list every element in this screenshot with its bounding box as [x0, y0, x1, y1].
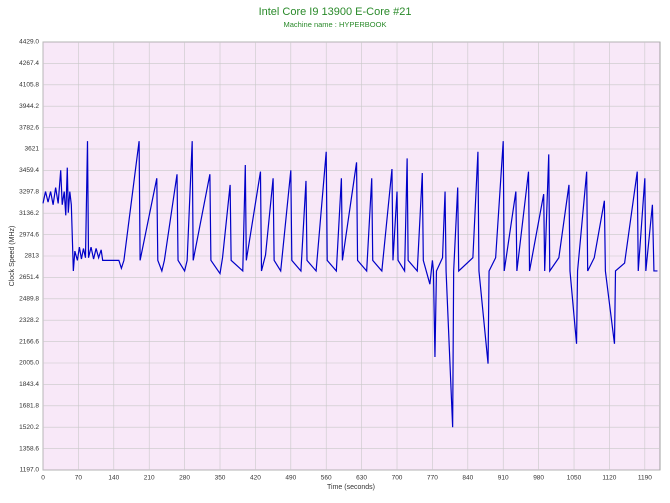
y-tick-label: 4105.8: [19, 82, 39, 89]
y-tick-label: 2651.4: [19, 274, 39, 281]
y-tick-label: 3782.6: [19, 124, 39, 131]
x-tick-label: 910: [498, 475, 509, 482]
y-tick-label: 1520.2: [19, 424, 39, 431]
x-tick-label: 630: [356, 475, 367, 482]
data-line: [42, 141, 658, 428]
y-tick-label: 2974.6: [19, 231, 39, 238]
y-tick-label: 1197.0: [20, 467, 40, 474]
y-tick-label: 2489.8: [19, 296, 39, 303]
y-tick-label: 4429.0: [19, 39, 39, 46]
x-tick-label: 1050: [567, 475, 582, 482]
x-tick-label: 490: [285, 475, 296, 482]
x-tick-label: 840: [462, 475, 473, 482]
chart-subtitle: Machine name : HYPERBOOK: [284, 20, 387, 29]
x-tick-label: 560: [321, 475, 332, 482]
y-tick-label: 2005.0: [19, 360, 39, 367]
y-tick-label: 4267.4: [19, 60, 39, 67]
y-tick-label: 1358.6: [19, 445, 39, 452]
x-tick-label: 0: [41, 475, 45, 482]
x-tick-label: 1190: [638, 475, 652, 482]
x-axis-label: Time (seconds): [327, 484, 375, 491]
x-tick-label: 980: [533, 475, 544, 482]
x-tick-label: 770: [427, 475, 438, 482]
y-tick-label: 2328.2: [19, 317, 39, 324]
x-tick-label: 350: [215, 475, 226, 482]
x-tick-label: 140: [108, 475, 119, 482]
y-tick-label: 3136.2: [19, 210, 39, 217]
y-axis-label: Clock Speed (MHz): [9, 226, 16, 287]
y-tick-label: 3459.4: [19, 167, 39, 174]
x-tick-label: 280: [179, 475, 190, 482]
x-tick-label: 210: [144, 475, 155, 482]
y-tick-label: 1681.8: [19, 403, 39, 410]
y-tick-label: 3297.8: [19, 189, 39, 196]
y-tick-label: 2166.6: [19, 338, 39, 345]
y-tick-label: 2813: [25, 253, 40, 260]
x-tick-label: 420: [250, 475, 261, 482]
y-tick-label: 1843.4: [19, 381, 39, 388]
x-tick-label: 700: [392, 475, 403, 482]
x-tick-label: 70: [75, 475, 83, 482]
y-tick-label: 3621: [25, 146, 40, 153]
x-tick-label: 1120: [602, 475, 616, 482]
chart-title: Intel Core I9 13900 E-Core #21: [259, 6, 412, 18]
y-tick-label: 3944.2: [19, 103, 39, 110]
